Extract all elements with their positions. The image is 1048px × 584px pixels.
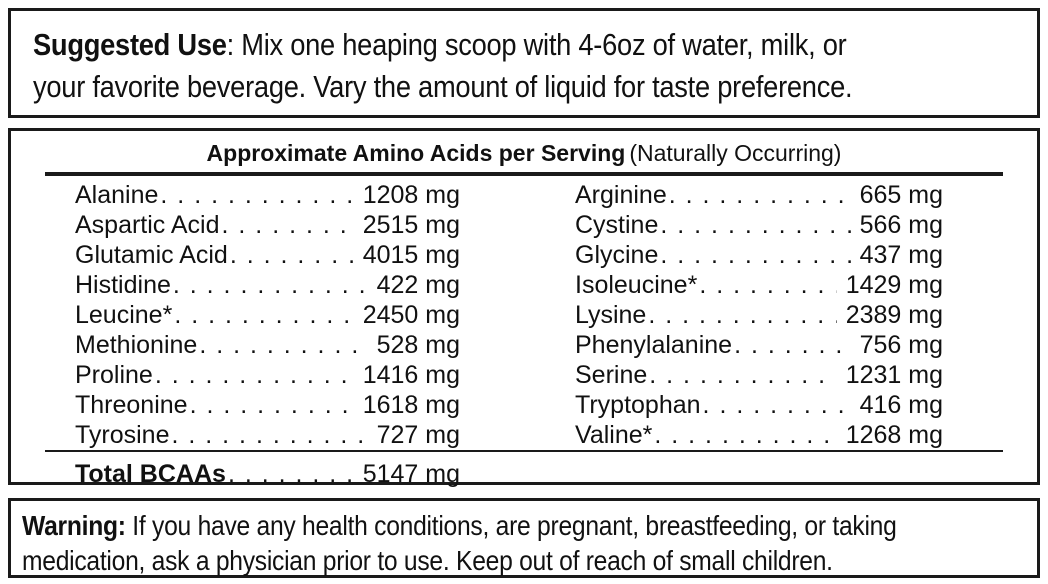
- amino-value: 665 mg: [859, 181, 943, 209]
- amino-row: Cystine 566 mg: [575, 210, 943, 240]
- amino-name: Proline: [75, 361, 153, 389]
- dot-leader: [646, 300, 836, 330]
- dot-leader: [658, 210, 850, 240]
- amino-row: Isoleucine* 1429 mg: [575, 270, 943, 300]
- dot-leader: [732, 330, 851, 360]
- amino-row: Tyrosine 727 mg: [75, 420, 460, 450]
- amino-row: Glutamic Acid 4015 mg: [75, 240, 460, 270]
- amino-value: 1618 mg: [362, 391, 460, 419]
- amino-row: Leucine* 2450 mg: [75, 300, 460, 330]
- suggested-use-line-1-rest: : Mix one heaping scoop with 4-6oz of wa…: [226, 27, 847, 62]
- suggested-use-label: Suggested Use: [33, 27, 227, 62]
- amino-row: Proline 1416 mg: [75, 360, 460, 390]
- amino-value: 1416 mg: [362, 361, 460, 389]
- amino-name: Lysine: [575, 301, 647, 329]
- warning-section: Warning: If you have any health conditio…: [8, 498, 1040, 578]
- dot-leader: [172, 300, 353, 330]
- header-divider-rule: [45, 172, 1003, 176]
- amino-value: 566 mg: [859, 211, 943, 239]
- suggested-use-text: Suggested Use: Mix one heaping scoop wit…: [11, 11, 1037, 108]
- amino-value: 727 mg: [376, 421, 460, 449]
- amino-name: Threonine: [75, 391, 188, 419]
- amino-row: Glycine 437 mg: [575, 240, 943, 270]
- amino-row: Arginine 665 mg: [575, 180, 943, 210]
- amino-row: Phenylalanine 756 mg: [575, 330, 943, 360]
- amino-value: 1208 mg: [362, 181, 460, 209]
- amino-name: Aspartic Acid: [75, 211, 220, 239]
- amino-table-title-main: Approximate Amino Acids per Serving: [206, 140, 626, 166]
- amino-value: 2450 mg: [362, 301, 460, 329]
- total-bcaas-value: 5147 mg: [362, 460, 460, 488]
- amino-name: Tryptophan: [575, 391, 701, 419]
- amino-row: Lysine 2389 mg: [575, 300, 943, 330]
- amino-name: Valine*: [575, 421, 653, 449]
- warning-line-2: medication, ask a physician prior to use…: [22, 545, 833, 576]
- dot-leader: [197, 330, 367, 360]
- amino-value: 756 mg: [859, 331, 943, 359]
- amino-name: Isoleucine*: [575, 271, 698, 299]
- dot-leader: [158, 180, 353, 210]
- total-bcaas-row: Total BCAAs 5147 mg: [75, 459, 460, 489]
- dot-leader: [652, 420, 836, 450]
- amino-row: Histidine 422 mg: [75, 270, 460, 300]
- amino-row: Threonine 1618 mg: [75, 390, 460, 420]
- dot-leader: [667, 180, 851, 210]
- suggested-use-section: Suggested Use: Mix one heaping scoop wit…: [8, 8, 1040, 118]
- amino-row: Alanine 1208 mg: [75, 180, 460, 210]
- amino-column-right: Arginine 665 mg Cystine 566 mg Glycine 437 …: [575, 180, 943, 450]
- warning-line-1: Warning: If you have any health conditio…: [22, 508, 915, 543]
- amino-value: 2389 mg: [845, 301, 943, 329]
- amino-name: Phenylalanine: [575, 331, 733, 359]
- amino-name: Histidine: [75, 271, 171, 299]
- dot-leader: [658, 240, 850, 270]
- amino-value: 437 mg: [859, 241, 943, 269]
- amino-value: 2515 mg: [362, 211, 460, 239]
- dot-leader: [169, 420, 367, 450]
- amino-row: Aspartic Acid 2515 mg: [75, 210, 460, 240]
- dot-leader: [171, 270, 368, 300]
- amino-name: Methionine: [75, 331, 198, 359]
- amino-value: 1231 mg: [845, 361, 943, 389]
- amino-columns: Alanine 1208 mg Aspartic Acid 2515 mg Glut…: [75, 180, 1037, 450]
- amino-row: Serine 1231 mg: [575, 360, 943, 390]
- amino-name: Serine: [575, 361, 648, 389]
- amino-column-left: Alanine 1208 mg Aspartic Acid 2515 mg Glut…: [75, 180, 460, 450]
- amino-name: Alanine: [75, 181, 159, 209]
- amino-table-title-note: (Naturally Occurring): [629, 140, 842, 166]
- amino-value: 422 mg: [376, 271, 460, 299]
- amino-name: Arginine: [575, 181, 667, 209]
- dot-leader: [701, 390, 851, 420]
- amino-value: 528 mg: [376, 331, 460, 359]
- total-bcaas-label: Total BCAAs: [75, 460, 226, 488]
- dot-leader: [647, 360, 836, 390]
- total-divider-rule: [45, 450, 1003, 452]
- amino-name: Cystine: [575, 211, 659, 239]
- amino-value: 416 mg: [859, 391, 943, 419]
- warning-text: Warning: If you have any health conditio…: [11, 501, 1037, 578]
- dot-leader: [220, 210, 354, 240]
- amino-row: Tryptophan 416 mg: [575, 390, 943, 420]
- amino-name: Leucine*: [75, 301, 173, 329]
- amino-name: Glutamic Acid: [75, 241, 228, 269]
- amino-value: 4015 mg: [362, 241, 460, 269]
- warning-line-1-rest: If you have any health conditions, are p…: [125, 510, 897, 541]
- warning-label: Warning:: [22, 510, 126, 541]
- dot-leader: [188, 390, 354, 420]
- amino-row: Methionine 528 mg: [75, 330, 460, 360]
- dot-leader: [228, 240, 354, 270]
- amino-value: 1429 mg: [845, 271, 943, 299]
- amino-value: 1268 mg: [845, 421, 943, 449]
- dot-leader: [153, 360, 354, 390]
- amino-name: Glycine: [575, 241, 659, 269]
- dot-leader: [226, 459, 354, 489]
- amino-row: Valine* 1268 mg: [575, 420, 943, 450]
- suggested-use-line-1: Suggested Use: Mix one heaping scoop wit…: [33, 24, 917, 66]
- amino-acids-section: Approximate Amino Acids per Serving (Natu…: [8, 128, 1040, 488]
- amino-name: Tyrosine: [75, 421, 170, 449]
- dot-leader: [697, 270, 836, 300]
- suggested-use-line-2: your favorite beverage. Vary the amount …: [33, 69, 853, 104]
- amino-table-title: Approximate Amino Acids per Serving (Natu…: [11, 131, 1037, 167]
